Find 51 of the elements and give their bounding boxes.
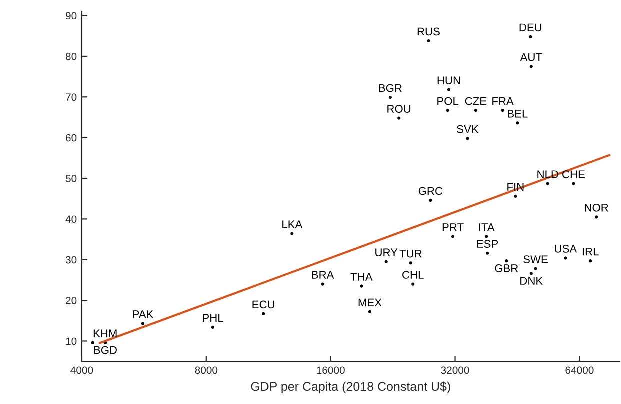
data-label: LKA (282, 220, 303, 228)
x-tick-label: 16000 (317, 366, 345, 374)
x-tick-label: 8000 (195, 366, 218, 374)
x-axis-title: GDP per Capita (2018 Constant U$) (251, 382, 450, 394)
data-label: CHE (562, 170, 585, 178)
x-tick-label: 64000 (566, 366, 594, 374)
y-tick-label: 20 (66, 297, 77, 304)
data-label: PRT (442, 224, 464, 232)
data-label: ROU (388, 105, 411, 113)
y-tick-label: 90 (66, 12, 77, 20)
x-tick-label: 4000 (70, 366, 94, 374)
data-label: ITA (479, 224, 495, 232)
data-label: USA (555, 245, 578, 253)
data-label: AUT (520, 54, 542, 62)
x-tick-label: 32000 (441, 366, 470, 374)
data-label: ECU (252, 300, 274, 309)
data-label: DEU (520, 24, 542, 32)
data-label: RUS (418, 28, 440, 36)
y-tick-label: 30 (66, 256, 77, 264)
data-label: GRC (418, 187, 443, 196)
data-label: CZE (465, 97, 487, 106)
data-label: NOR (585, 204, 608, 212)
data-label: CHL (402, 271, 424, 279)
data-label: GBR (495, 264, 518, 272)
data-label: PHL (203, 314, 224, 322)
data-label: THA (350, 273, 373, 281)
y-tick-label: 10 (66, 338, 77, 346)
data-label: BEL (508, 110, 528, 118)
data-label: DNK (520, 277, 543, 285)
data-label: IRL (582, 248, 599, 256)
y-tick-label: 70 (66, 94, 77, 102)
data-label: HUN (438, 76, 460, 84)
y-tick-label: 60 (66, 134, 77, 142)
data-label: BRA (312, 271, 334, 279)
data-label: ESP (477, 240, 498, 248)
data-label: BGR (379, 84, 402, 92)
y-tick-label: 50 (66, 175, 77, 182)
data-label: FIN (508, 183, 524, 191)
data-label: BGD (94, 346, 117, 354)
data-label: FRA (492, 97, 514, 106)
data-label: MEX (358, 298, 382, 306)
data-label: SVK (457, 125, 479, 134)
data-label: TUR (400, 250, 422, 258)
data-label: URY (376, 248, 398, 257)
y-tick-label: 40 (66, 216, 77, 224)
y-tick-label: 80 (66, 52, 77, 60)
data-label: PAK (133, 310, 154, 318)
data-label: POL (438, 97, 459, 106)
data-label: NLD (538, 170, 558, 178)
data-label: SWE (524, 256, 548, 264)
data-label: KHM (94, 330, 117, 338)
